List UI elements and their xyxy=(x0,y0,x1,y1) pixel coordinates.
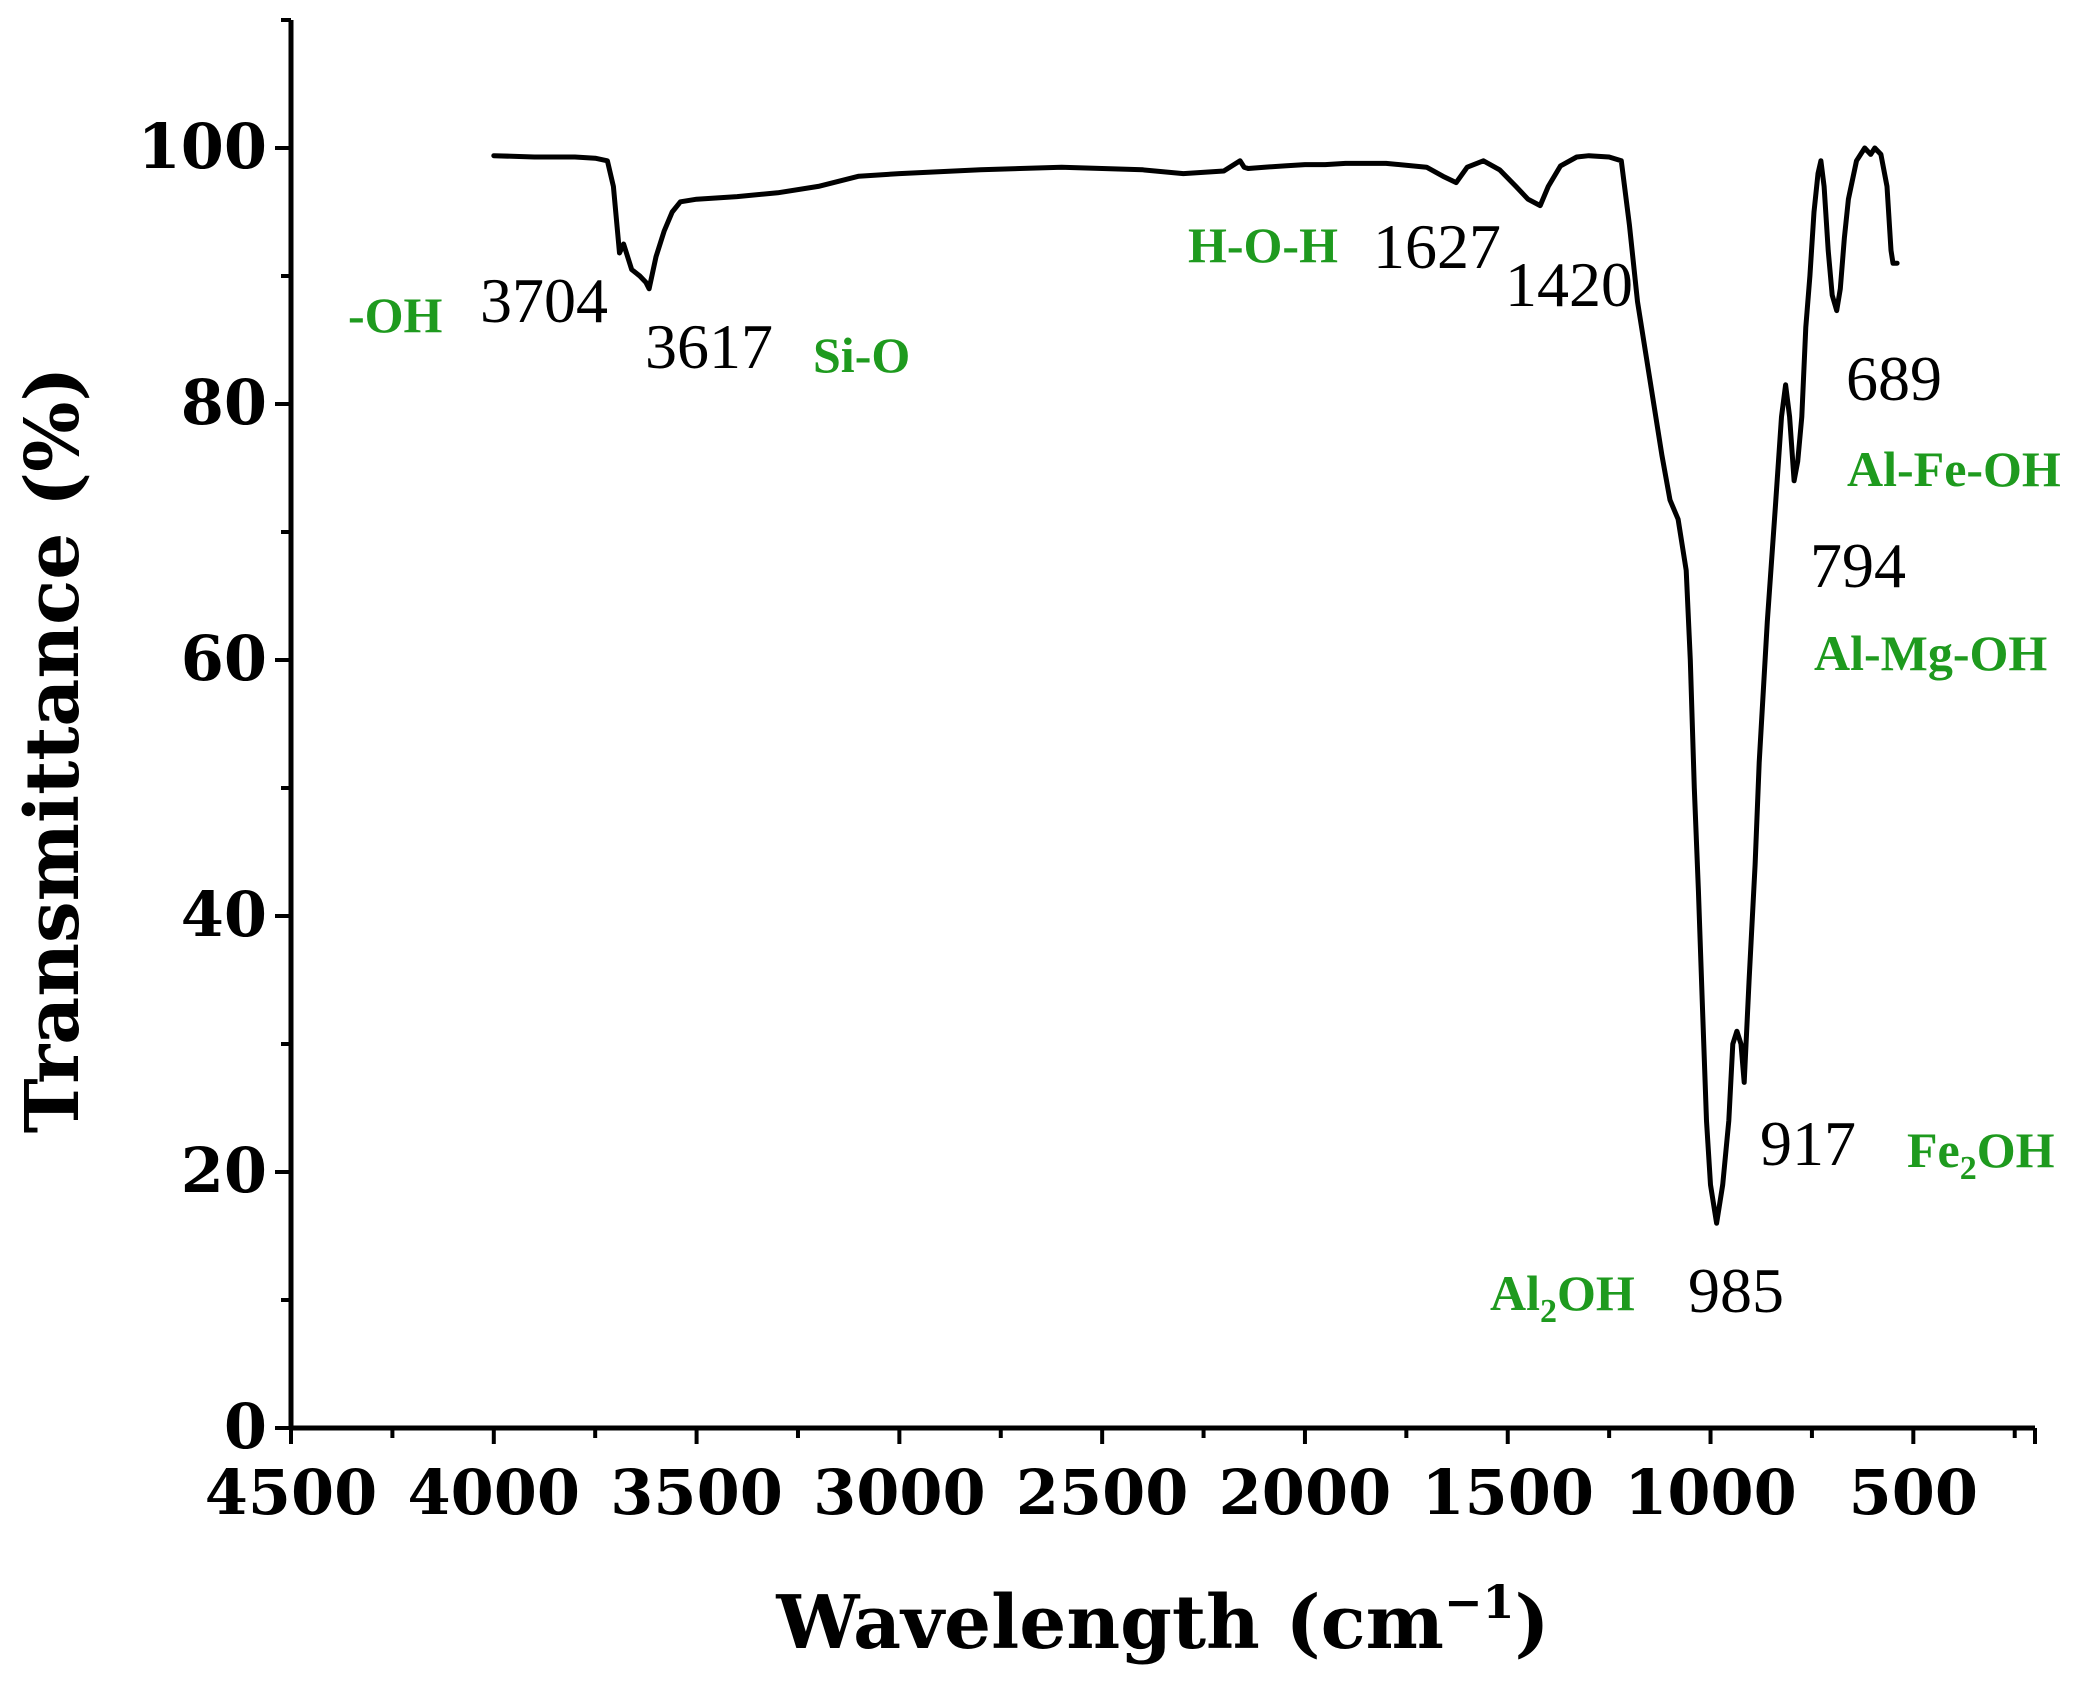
peak-labels: 3704 3617 1627 1420 985 917 794 689 xyxy=(480,211,1942,1326)
assignment-al-mg-oh: Al-Mg-OH xyxy=(1814,625,2047,681)
peak-label-3617: 3617 xyxy=(645,311,773,382)
peak-label-985: 985 xyxy=(1688,1255,1784,1326)
x-tick-label: 2500 xyxy=(1016,1456,1189,1529)
plot-frame xyxy=(288,20,2035,1431)
assignment-al-fe-oh: Al-Fe-OH xyxy=(1847,441,2061,497)
y-axis-ticks: 0 20 40 60 80 100 xyxy=(138,18,291,1463)
assignment-fe2oh: Fe2OH xyxy=(1907,1122,2055,1187)
spectrum-line xyxy=(491,145,1900,1226)
y-tick-label: 100 xyxy=(138,110,267,183)
peak-label-689: 689 xyxy=(1846,343,1942,414)
assignment-al2oh: Al2OH xyxy=(1490,1265,1635,1330)
peak-label-794: 794 xyxy=(1810,530,1906,601)
y-axis-title: Transmittance (%) xyxy=(10,367,96,1134)
assignment-oh: -OH xyxy=(348,287,443,343)
y-tick-label: 40 xyxy=(181,878,267,951)
x-tick-label: 4000 xyxy=(408,1456,581,1529)
y-tick-label: 60 xyxy=(181,622,267,695)
x-tick-label: 2000 xyxy=(1219,1456,1392,1529)
y-tick-label: 20 xyxy=(181,1134,267,1207)
assignment-labels: -OH Si-O H-O-H Al-Fe-OH Al-Mg-OH Fe2OH A… xyxy=(348,217,2061,1330)
x-axis-title: Wavelength (cm−1) xyxy=(775,1575,1549,1666)
peak-label-917: 917 xyxy=(1760,1108,1856,1179)
x-tick-label: 3000 xyxy=(813,1456,986,1529)
series-layer xyxy=(491,145,1900,1226)
y-tick-label: 80 xyxy=(181,366,267,439)
x-tick-label: 1000 xyxy=(1624,1456,1797,1529)
peak-label-1627: 1627 xyxy=(1373,211,1501,282)
x-tick-label: 4500 xyxy=(205,1456,378,1529)
assignment-si-o: Si-O xyxy=(813,327,910,383)
peak-label-1420: 1420 xyxy=(1505,249,1633,320)
x-tick-label: 3500 xyxy=(610,1456,783,1529)
assignment-h-o-h: H-O-H xyxy=(1188,217,1338,273)
x-tick-label: 500 xyxy=(1849,1456,1978,1529)
peak-label-3704: 3704 xyxy=(480,265,608,336)
y-tick-label: 0 xyxy=(224,1390,267,1463)
x-axis-ticks: 4500 4000 3500 3000 2500 2000 1500 1000 500 xyxy=(205,1428,2037,1529)
x-tick-label: 1500 xyxy=(1421,1456,1594,1529)
